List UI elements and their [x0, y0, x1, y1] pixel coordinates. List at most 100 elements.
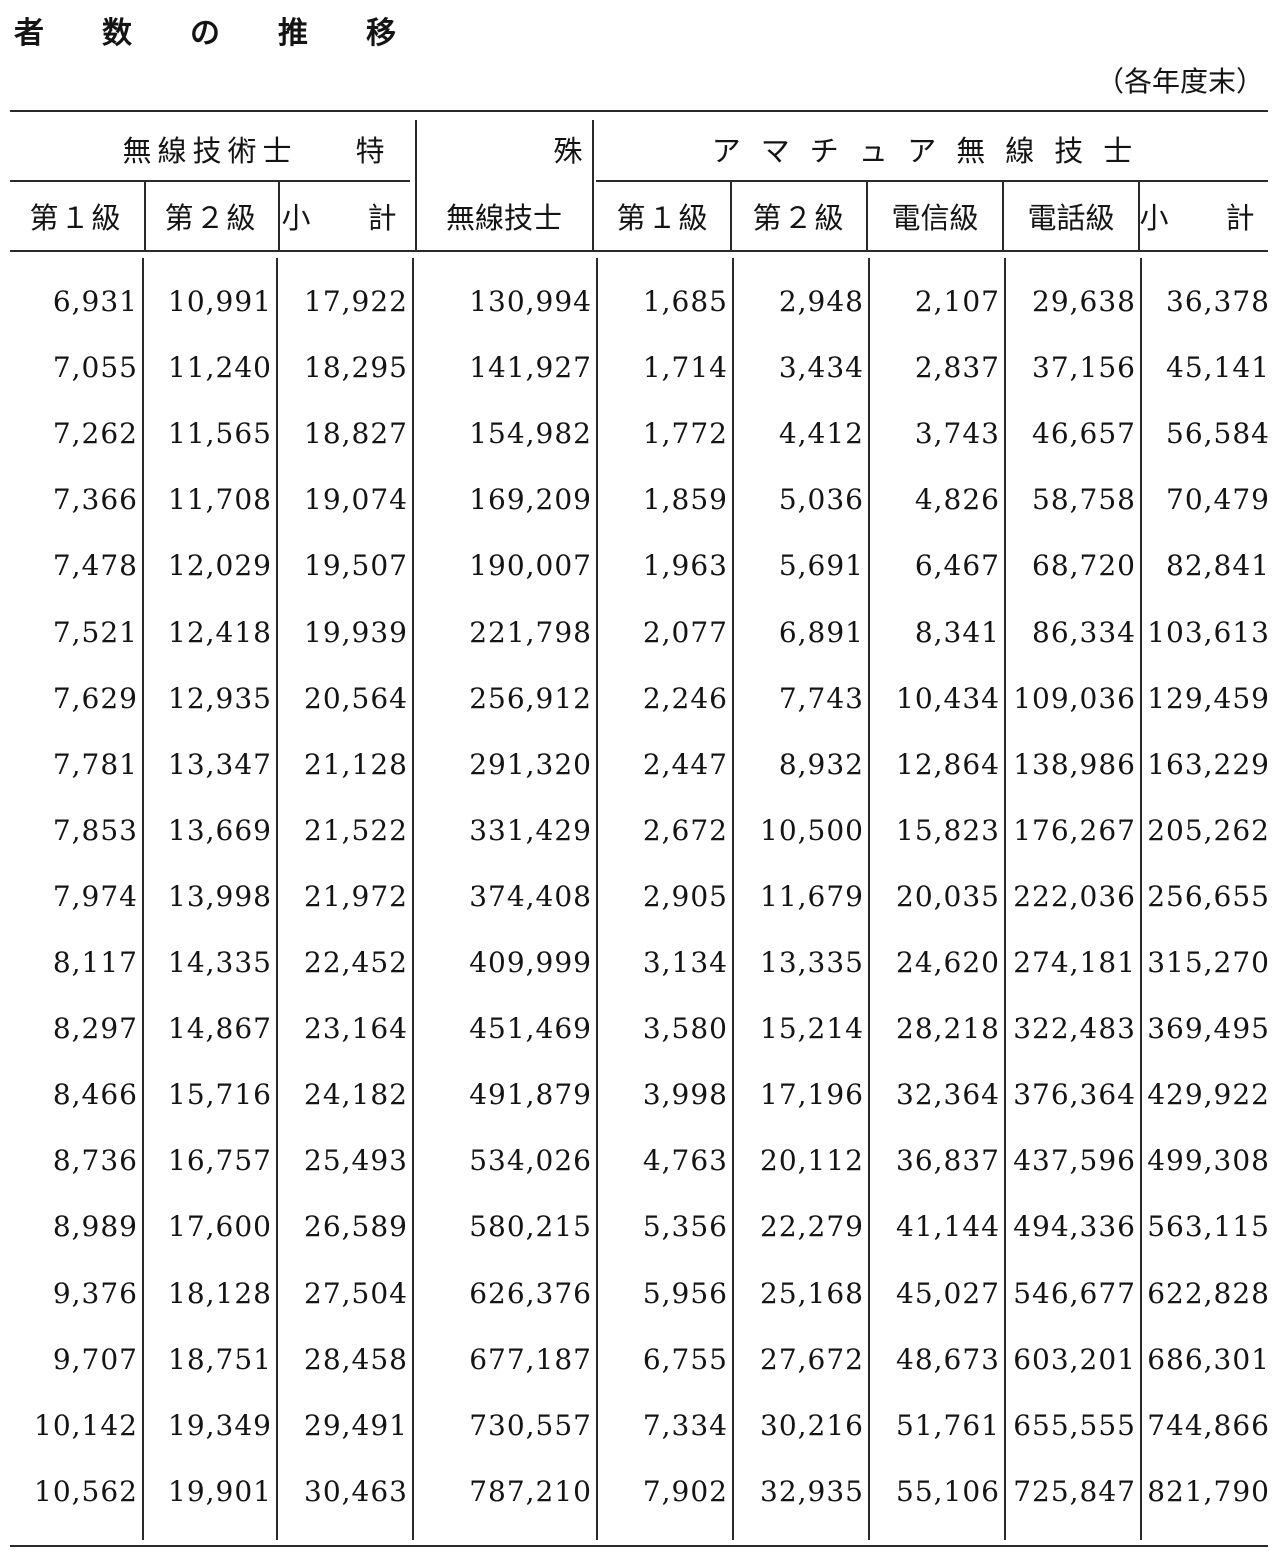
header-bottom-rule — [10, 250, 1268, 252]
cell-musen-subtotal: 22,452 — [304, 946, 408, 979]
divider-header-6 — [866, 182, 868, 250]
cell-tokushu: 491,879 — [469, 1078, 592, 1112]
cell-musen-2kyu: 13,998 — [168, 879, 272, 913]
cell-denshin: 41,144 — [896, 1210, 1000, 1244]
cell-musen-subtotal: 19,507 — [304, 549, 408, 583]
divider-header-5 — [730, 182, 732, 250]
cell-amateur-2kyu: 25,168 — [760, 1276, 864, 1310]
cell-musen-subtotal: 25,493 — [304, 1144, 408, 1178]
table-row: 7,055 11,240 18,295 141,927 1,714 3,434 2,837 3… — [0, 335, 1278, 401]
cell-amateur-subtotal: 36,378 — [1166, 285, 1270, 318]
cell-denshin: 2,107 — [914, 285, 1000, 318]
cell-musen-2kyu: 16,757 — [168, 1144, 272, 1178]
cell-amateur-1kyu: 7,334 — [642, 1408, 728, 1442]
divider-body-8 — [1140, 258, 1142, 1540]
cell-amateur-2kyu: 13,335 — [760, 946, 864, 979]
table-row: 8,466 15,716 24,182 491,879 3,998 17,196 32,36… — [0, 1062, 1278, 1128]
table-row: 9,707 18,751 28,458 677,187 6,755 27,672 48,67… — [0, 1327, 1278, 1393]
cell-musen-1kyu: 9,376 — [52, 1276, 138, 1310]
col-header-amateur-1kyu: 第１級 — [616, 201, 710, 235]
cell-denshin: 55,106 — [896, 1474, 1000, 1508]
cell-denwa: 109,036 — [1013, 681, 1136, 715]
cell-musen-1kyu: 7,521 — [52, 615, 138, 649]
cell-denshin: 48,673 — [896, 1342, 1000, 1376]
cell-amateur-subtotal: 821,790 — [1147, 1474, 1270, 1508]
cell-musen-subtotal: 18,827 — [304, 417, 408, 451]
table-row: 7,974 13,998 21,972 374,408 2,905 11,679 20,03… — [0, 864, 1278, 930]
cell-denshin: 15,823 — [896, 813, 1000, 847]
cell-musen-2kyu: 13,347 — [168, 747, 272, 781]
table-row: 10,142 19,349 29,491 730,557 7,334 30,216 51,7… — [0, 1393, 1278, 1459]
table-row: 7,366 11,708 19,074 169,209 1,859 5,036 4,826 5… — [0, 467, 1278, 533]
divider-body-1 — [142, 258, 144, 1540]
cell-musen-subtotal: 29,491 — [304, 1408, 408, 1442]
divider-body-3 — [412, 258, 414, 1540]
cell-musen-subtotal: 19,074 — [304, 483, 408, 517]
cell-musen-1kyu: 9,707 — [52, 1342, 138, 1376]
table-row: 8,297 14,867 23,164 451,469 3,580 15,214 28,21… — [0, 996, 1278, 1062]
cell-amateur-2kyu: 6,891 — [778, 615, 864, 649]
cell-amateur-1kyu: 1,963 — [642, 549, 728, 583]
col-header-amateur-2kyu: 第２級 — [752, 201, 846, 235]
divider-body-5 — [732, 258, 734, 1540]
group-header-tokushu: 特 殊 — [355, 134, 653, 168]
table-row: 7,629 12,935 20,564 256,912 2,246 7,743 10,434… — [0, 666, 1278, 732]
cell-denshin: 6,467 — [914, 549, 1000, 583]
group-rule-right — [596, 180, 1268, 182]
cell-musen-subtotal: 21,522 — [304, 813, 408, 847]
cell-musen-subtotal: 17,922 — [304, 285, 408, 318]
cell-amateur-1kyu: 2,905 — [642, 879, 728, 913]
divider-header-2 — [592, 120, 594, 250]
cell-amateur-subtotal: 256,655 — [1147, 879, 1270, 913]
cell-musen-1kyu: 6,931 — [52, 285, 138, 318]
cell-denwa: 725,847 — [1013, 1474, 1136, 1508]
cell-tokushu: 451,469 — [469, 1012, 592, 1046]
cell-musen-1kyu: 10,142 — [34, 1408, 138, 1442]
divider-body-7 — [1004, 258, 1006, 1540]
cell-musen-subtotal: 26,589 — [304, 1210, 408, 1244]
cell-denwa: 138,986 — [1013, 747, 1136, 781]
cell-musen-2kyu: 19,901 — [168, 1474, 272, 1508]
cell-tokushu: 409,999 — [469, 946, 592, 979]
cell-amateur-subtotal: 163,229 — [1147, 747, 1270, 781]
cell-amateur-1kyu: 3,998 — [642, 1078, 728, 1112]
cell-musen-subtotal: 18,295 — [304, 351, 408, 385]
cell-musen-subtotal: 28,458 — [304, 1342, 408, 1376]
cell-tokushu: 331,429 — [469, 813, 592, 847]
cell-musen-subtotal: 21,128 — [304, 747, 408, 781]
page-title: 者数の推移 — [14, 16, 454, 51]
cell-tokushu: 580,215 — [469, 1210, 592, 1244]
cell-amateur-2kyu: 5,036 — [778, 483, 864, 517]
cell-tokushu: 154,982 — [469, 417, 592, 451]
cell-denshin: 32,364 — [896, 1078, 1000, 1112]
cell-amateur-1kyu: 3,134 — [642, 946, 728, 979]
cell-denwa: 655,555 — [1013, 1408, 1136, 1442]
cell-denwa: 274,181 — [1013, 946, 1136, 979]
table-row: 8,117 14,335 22,452 409,999 3,134 13,335 24,62… — [0, 930, 1278, 996]
cell-tokushu: 626,376 — [469, 1276, 592, 1310]
cell-amateur-1kyu: 1,685 — [642, 285, 728, 318]
table-row: 7,262 11,565 18,827 154,982 1,772 4,412 3,743 4… — [0, 401, 1278, 467]
cell-amateur-2kyu: 15,214 — [760, 1012, 864, 1046]
cell-denshin: 10,434 — [896, 681, 1000, 715]
cell-amateur-subtotal: 56,584 — [1166, 417, 1270, 451]
cell-amateur-subtotal: 622,828 — [1147, 1276, 1270, 1310]
divider-header-7 — [1002, 182, 1004, 250]
unit-note: （各年度末） — [1095, 65, 1264, 98]
bottom-rule — [10, 1545, 1268, 1547]
divider-body-4 — [596, 258, 598, 1540]
cell-amateur-2kyu: 10,500 — [760, 813, 864, 847]
cell-musen-subtotal: 30,463 — [304, 1474, 408, 1508]
cell-amateur-1kyu: 6,755 — [642, 1342, 728, 1376]
cell-amateur-subtotal: 70,479 — [1166, 483, 1270, 517]
cell-amateur-subtotal: 369,495 — [1147, 1012, 1270, 1046]
cell-amateur-2kyu: 5,691 — [778, 549, 864, 583]
divider-body-2 — [276, 258, 278, 1540]
cell-amateur-2kyu: 22,279 — [760, 1210, 864, 1244]
cell-tokushu: 141,927 — [469, 351, 592, 385]
cell-amateur-subtotal: 499,308 — [1147, 1144, 1270, 1178]
cell-amateur-2kyu: 27,672 — [760, 1342, 864, 1376]
divider-header-4 — [278, 182, 280, 250]
cell-tokushu: 677,187 — [469, 1342, 592, 1376]
cell-amateur-1kyu: 4,763 — [642, 1144, 728, 1178]
